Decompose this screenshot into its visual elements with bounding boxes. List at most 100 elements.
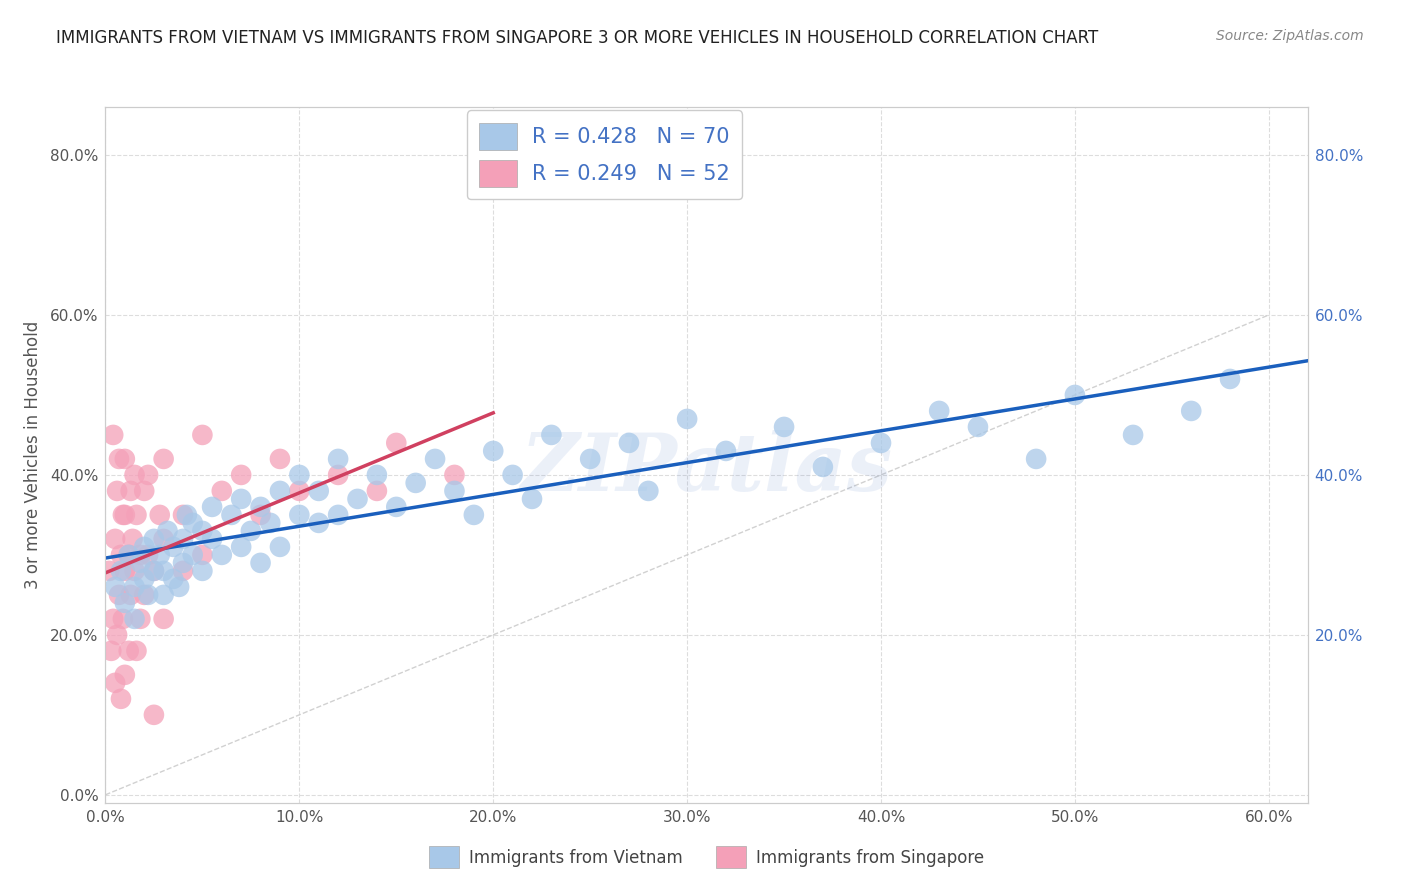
Point xyxy=(104,580,127,594)
Point xyxy=(288,483,311,498)
Point xyxy=(773,420,796,434)
Point xyxy=(142,532,165,546)
Point xyxy=(463,508,485,522)
Point xyxy=(423,451,446,466)
Point xyxy=(288,508,311,522)
Point xyxy=(191,548,214,562)
Point xyxy=(134,572,156,586)
Point xyxy=(136,467,159,482)
Point xyxy=(191,524,214,538)
Point xyxy=(172,564,194,578)
Point xyxy=(366,467,388,482)
Point xyxy=(110,548,132,562)
Point xyxy=(104,532,127,546)
Point xyxy=(114,451,136,466)
Point xyxy=(1219,372,1241,386)
Point xyxy=(105,628,128,642)
Point xyxy=(114,508,136,522)
Point xyxy=(502,467,524,482)
Point xyxy=(308,483,330,498)
Point xyxy=(149,508,172,522)
Point xyxy=(124,612,146,626)
Point xyxy=(308,516,330,530)
Point xyxy=(269,540,291,554)
Point xyxy=(201,500,224,514)
Point xyxy=(111,612,134,626)
Point xyxy=(142,564,165,578)
Point xyxy=(1064,388,1087,402)
Point xyxy=(172,532,194,546)
Point xyxy=(156,524,179,538)
Point xyxy=(967,420,990,434)
Point xyxy=(152,612,174,626)
Point xyxy=(269,483,291,498)
Point xyxy=(103,612,125,626)
Point xyxy=(385,500,408,514)
Point xyxy=(98,564,121,578)
Point xyxy=(211,548,233,562)
Point xyxy=(201,532,224,546)
Point xyxy=(326,508,349,522)
Point xyxy=(114,564,136,578)
Point xyxy=(239,524,262,538)
Point xyxy=(142,707,165,722)
Point xyxy=(125,644,148,658)
Point xyxy=(103,428,125,442)
Point xyxy=(231,467,253,482)
Point xyxy=(125,508,148,522)
Point xyxy=(269,451,291,466)
Point xyxy=(152,451,174,466)
Point xyxy=(211,483,233,498)
Point xyxy=(118,548,141,562)
Point xyxy=(152,532,174,546)
Point xyxy=(385,436,408,450)
Point xyxy=(443,467,465,482)
Point xyxy=(520,491,543,506)
Point xyxy=(366,483,388,498)
Point xyxy=(714,444,737,458)
Point xyxy=(108,451,131,466)
Point xyxy=(114,596,136,610)
Point xyxy=(443,483,465,498)
Point xyxy=(172,556,194,570)
Point xyxy=(405,475,427,490)
Point xyxy=(120,483,142,498)
Point xyxy=(249,508,271,522)
Point xyxy=(221,508,243,522)
Point xyxy=(231,491,253,506)
Point xyxy=(1025,451,1047,466)
Point xyxy=(111,508,134,522)
Point xyxy=(181,548,204,562)
Point xyxy=(149,548,172,562)
Point xyxy=(346,491,368,506)
Point xyxy=(118,548,141,562)
Point xyxy=(259,516,281,530)
Point xyxy=(326,467,349,482)
Point xyxy=(108,588,131,602)
Point xyxy=(120,588,142,602)
Point xyxy=(579,451,602,466)
Point xyxy=(105,483,128,498)
Y-axis label: 3 or more Vehicles in Household: 3 or more Vehicles in Household xyxy=(24,321,42,589)
Point xyxy=(928,404,950,418)
Point xyxy=(1180,404,1202,418)
Point xyxy=(134,588,156,602)
Point xyxy=(637,483,659,498)
Point xyxy=(114,668,136,682)
Point xyxy=(1122,428,1144,442)
Point xyxy=(152,588,174,602)
Point xyxy=(288,467,311,482)
Point xyxy=(540,428,562,442)
Point xyxy=(142,564,165,578)
Point xyxy=(118,644,141,658)
Point xyxy=(124,580,146,594)
Text: IMMIGRANTS FROM VIETNAM VS IMMIGRANTS FROM SINGAPORE 3 OR MORE VEHICLES IN HOUSE: IMMIGRANTS FROM VIETNAM VS IMMIGRANTS FR… xyxy=(56,29,1098,46)
Point xyxy=(121,532,143,546)
Point xyxy=(129,556,152,570)
Point xyxy=(249,500,271,514)
Point xyxy=(136,588,159,602)
Point xyxy=(124,467,146,482)
Text: ZIPatlas: ZIPatlas xyxy=(520,430,893,508)
Point xyxy=(134,540,156,554)
Point xyxy=(191,564,214,578)
